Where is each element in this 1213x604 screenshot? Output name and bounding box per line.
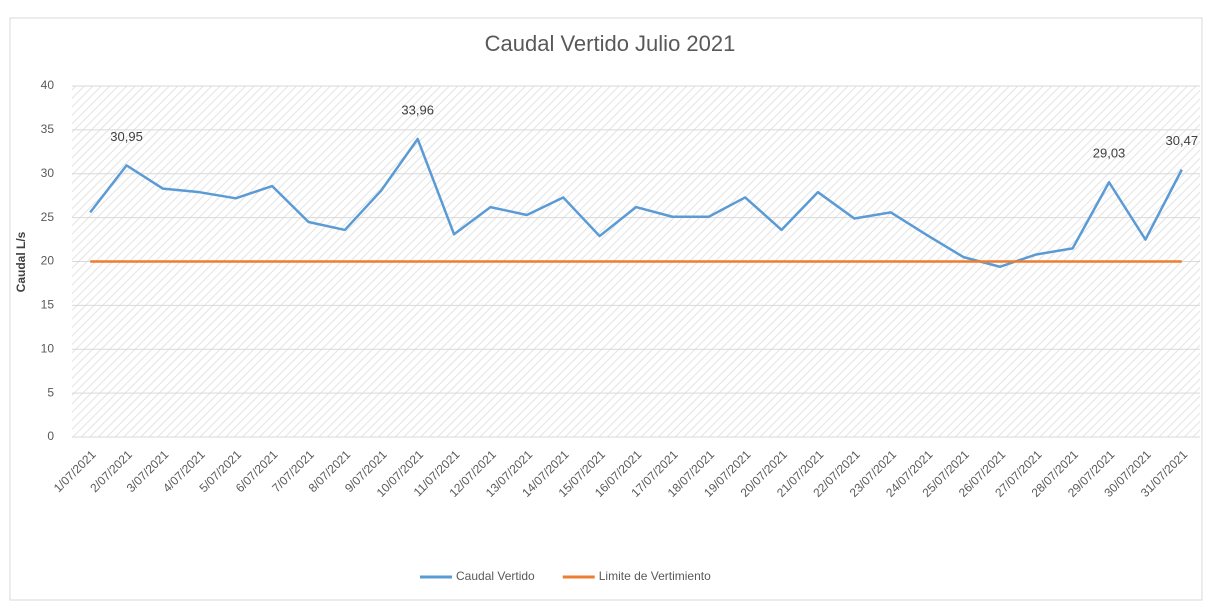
data-label: 30,95	[110, 129, 143, 144]
data-label: 30,47	[1166, 133, 1199, 148]
y-axis-title: Caudal L/s	[14, 231, 28, 292]
data-label: 29,03	[1093, 146, 1126, 161]
series-line	[89, 137, 1183, 269]
y-tick-label: 40	[41, 78, 55, 92]
data-label: 33,96	[401, 102, 434, 117]
chart-title: Caudal Vertido Julio 2021	[485, 31, 736, 56]
legend-label: Limite de Vertimiento	[599, 569, 711, 583]
y-tick-label: 5	[47, 385, 54, 399]
legend-label: Caudal Vertido	[456, 569, 535, 583]
y-tick-label: 0	[47, 429, 54, 443]
y-tick-label: 25	[41, 210, 55, 224]
y-tick-label: 30	[41, 166, 55, 180]
y-tick-label: 15	[41, 298, 55, 312]
y-tick-label: 20	[41, 254, 55, 268]
y-tick-label: 10	[41, 341, 55, 355]
y-tick-label: 35	[41, 122, 55, 136]
